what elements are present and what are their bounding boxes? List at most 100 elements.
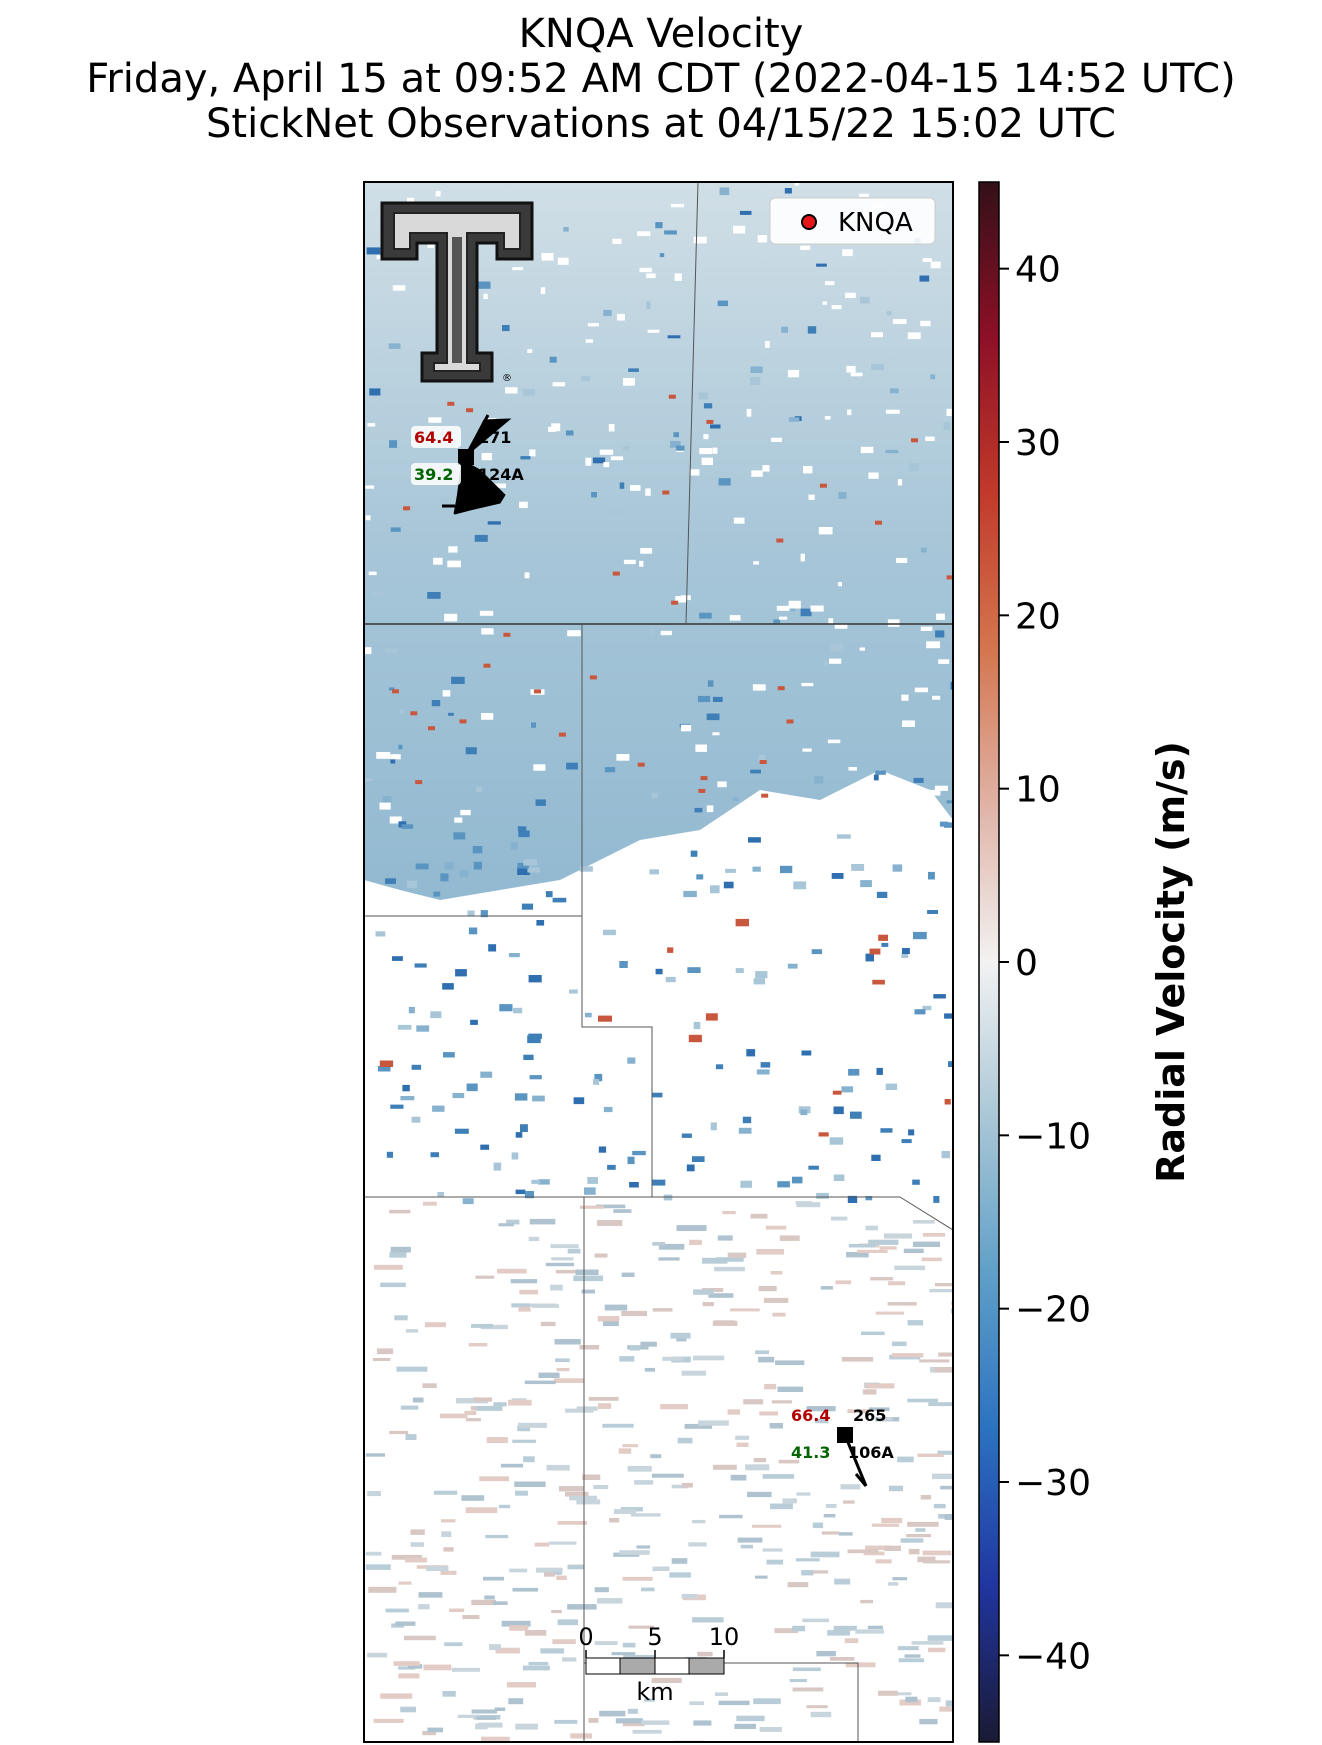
velocity-pixel — [847, 409, 852, 416]
velocity-pixel — [373, 1264, 403, 1270]
velocity-pixel — [483, 663, 491, 668]
velocity-pixel — [569, 1495, 598, 1501]
velocity-pixel — [655, 222, 663, 229]
velocity-pixel — [933, 1503, 946, 1509]
velocity-pixel — [688, 1542, 707, 1547]
velocity-pixel — [511, 1303, 530, 1308]
velocity-pixel — [919, 1359, 950, 1363]
velocity-pixel — [865, 1545, 894, 1550]
velocity-pixel — [632, 1729, 662, 1734]
velocity-pixel — [875, 1311, 905, 1315]
velocity-pixel — [581, 376, 591, 382]
velocity-pixel — [925, 436, 935, 441]
velocity-pixel — [597, 1220, 623, 1226]
velocity-pixel — [902, 948, 910, 954]
velocity-pixel — [398, 744, 403, 750]
velocity-pixel — [742, 1116, 752, 1124]
velocity-pixel — [775, 1360, 805, 1366]
velocity-pixel — [410, 711, 418, 716]
velocity-pixel — [523, 1456, 535, 1463]
velocity-pixel — [587, 323, 599, 327]
velocity-pixel — [658, 1257, 680, 1261]
velocity-pixel — [928, 871, 935, 880]
velocity-pixel — [921, 1257, 942, 1262]
velocity-pixel — [454, 1128, 469, 1134]
velocity-pixel — [603, 462, 610, 468]
colorbar-gradient — [978, 181, 1000, 1743]
velocity-pixel — [532, 1304, 560, 1308]
velocity-pixel — [944, 1514, 953, 1520]
velocity-pixel — [464, 1410, 477, 1415]
velocity-pixel — [860, 296, 870, 304]
velocity-pixel — [771, 1400, 792, 1404]
county-line-6 — [899, 1196, 953, 1231]
velocity-pixel — [715, 1064, 724, 1070]
velocity-pixel — [911, 1641, 944, 1645]
velocity-pixel — [499, 1004, 513, 1012]
velocity-pixel — [803, 466, 813, 474]
velocity-pixel — [841, 1357, 874, 1362]
velocity-pixel — [476, 1716, 496, 1720]
velocity-pixel — [939, 1706, 953, 1712]
velocity-pixel — [739, 210, 752, 215]
velocity-pixel — [756, 1249, 784, 1255]
velocity-pixel — [806, 1406, 836, 1412]
velocity-pixel — [430, 1152, 439, 1158]
velocity-pixel — [597, 1316, 620, 1322]
velocity-pixel — [941, 1151, 950, 1159]
velocity-pixel — [920, 320, 931, 327]
velocity-pixel — [770, 1503, 793, 1510]
velocity-pixel — [735, 918, 749, 927]
velocity-pixel — [824, 416, 831, 420]
velocity-pixel — [515, 1189, 526, 1195]
velocity-pixel — [938, 1352, 953, 1357]
velocity-pixel — [778, 1459, 800, 1464]
velocity-pixel — [747, 1491, 772, 1498]
velocity-pixel — [437, 1192, 445, 1197]
velocity-pixel — [848, 767, 857, 771]
colorbar-tick-label: 40 — [1015, 250, 1061, 291]
velocity-pixel — [468, 927, 478, 935]
velocity-pixel — [774, 1628, 799, 1634]
velocity-pixel — [476, 1405, 503, 1411]
velocity-pixel — [733, 517, 745, 524]
velocity-pixel — [765, 341, 770, 348]
velocity-pixel — [487, 521, 501, 525]
velocity-pixel — [433, 557, 443, 565]
velocity-pixel — [365, 1551, 382, 1556]
velocity-pixel — [552, 1639, 576, 1645]
velocity-pixel — [593, 1484, 609, 1490]
velocity-pixel — [831, 305, 842, 310]
velocity-pixel — [591, 492, 597, 498]
velocity-pixel — [627, 1708, 638, 1714]
velocity-pixel — [430, 1011, 442, 1019]
velocity-pixel — [914, 687, 928, 693]
velocity-pixel — [802, 1618, 830, 1623]
velocity-pixel — [913, 777, 924, 783]
velocity-pixel — [565, 1491, 589, 1497]
velocity-pixel — [690, 850, 698, 857]
velocity-pixel — [693, 1289, 714, 1295]
velocity-pixel — [740, 1544, 753, 1549]
velocity-pixel — [531, 1179, 541, 1184]
velocity-pixel — [823, 661, 829, 666]
station-pressure-106A: 265 — [853, 1406, 886, 1425]
velocity-pixel — [875, 520, 882, 525]
scale-unit: km — [636, 1678, 673, 1706]
velocity-pixel — [712, 696, 723, 702]
velocity-pixel — [926, 641, 940, 649]
velocity-pixel — [396, 1366, 428, 1372]
velocity-pixel — [451, 1667, 480, 1672]
velocity-pixel — [681, 724, 692, 732]
velocity-pixel — [422, 1731, 437, 1736]
velocity-pixel — [919, 1719, 938, 1725]
title-line-2: Friday, April 15 at 09:52 AM CDT (2022-0… — [86, 56, 1236, 102]
velocity-pixel — [706, 805, 714, 813]
velocity-pixel — [423, 1201, 437, 1206]
velocity-pixel — [641, 1587, 655, 1592]
county-boundaries — [364, 182, 953, 1742]
velocity-pixel — [753, 978, 766, 985]
velocity-pixel — [598, 1146, 607, 1153]
velocity-pixel — [946, 800, 953, 804]
velocity-pixel — [500, 1463, 524, 1468]
